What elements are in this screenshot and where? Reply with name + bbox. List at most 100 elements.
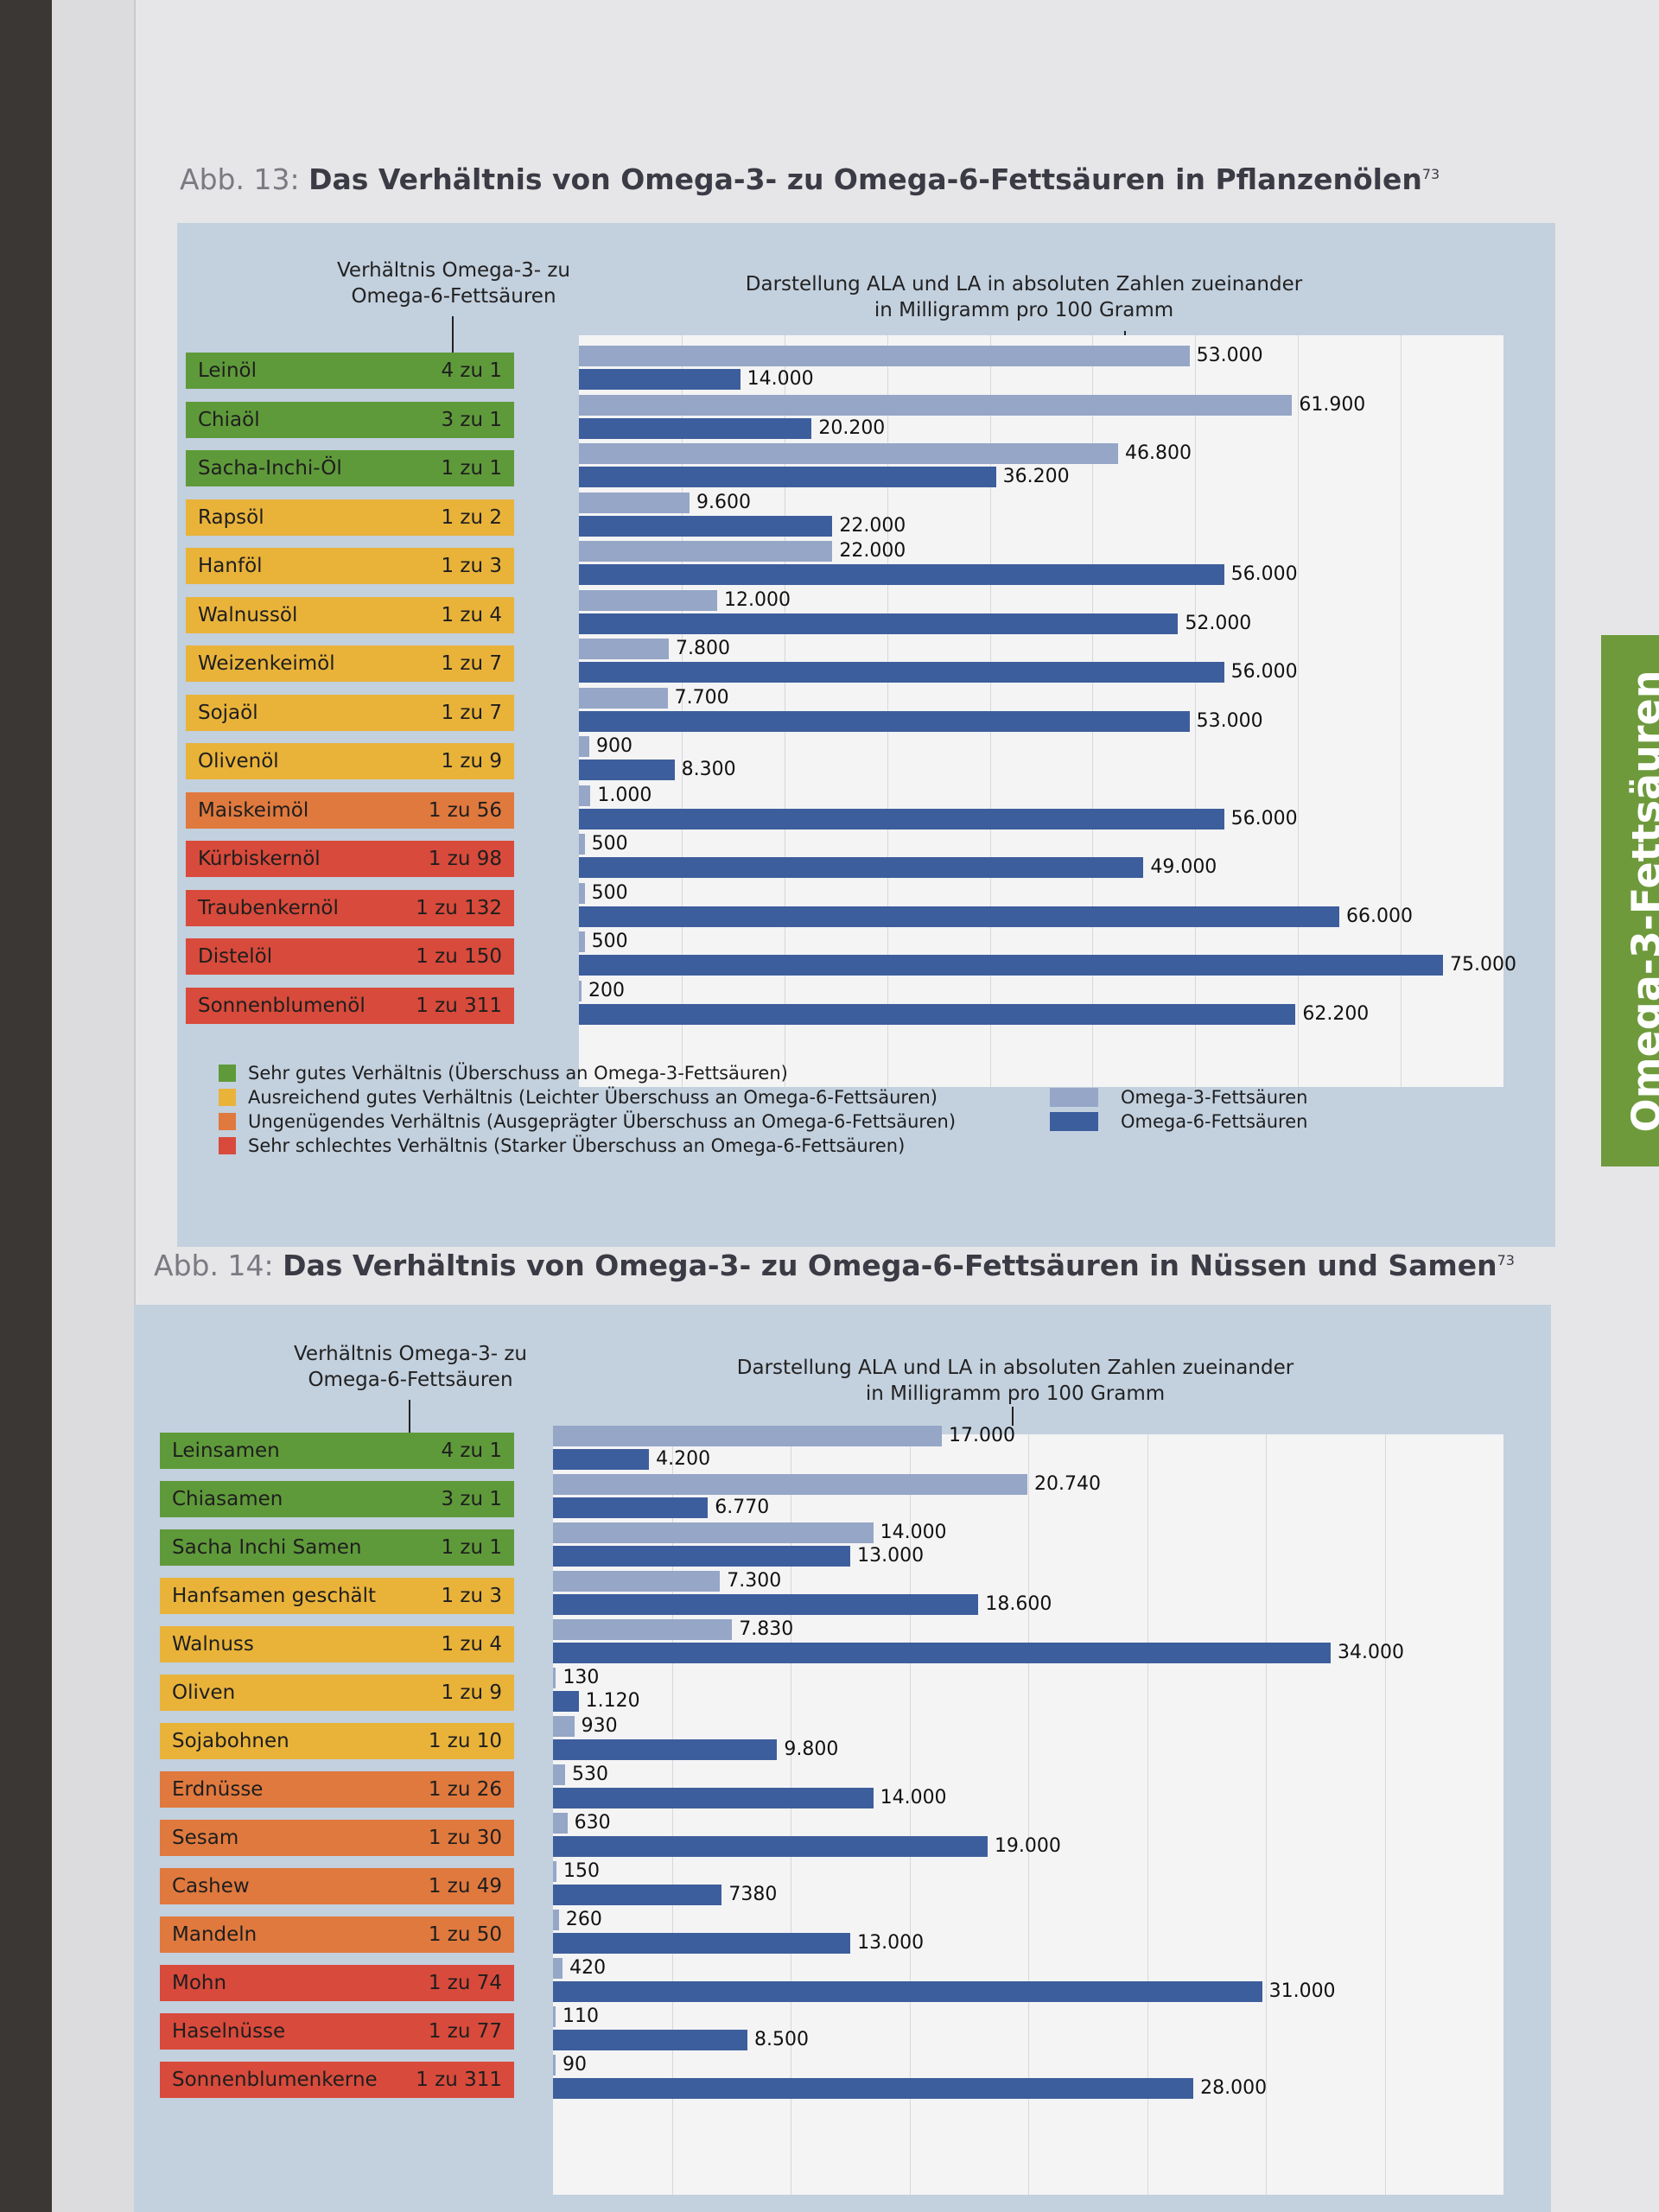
figure-14-panel: Verhältnis Omega-3- zu Omega-6-Fettsäure… bbox=[134, 1305, 1551, 2212]
gridline bbox=[671, 1434, 673, 2195]
omega3-bar bbox=[553, 1813, 568, 1834]
category-label: Sonnenblumenkerne 1 zu 311 bbox=[160, 2062, 514, 2098]
omega6-bar bbox=[579, 369, 741, 390]
category-label: Walnuss 1 zu 4 bbox=[160, 1626, 514, 1662]
legend-swatch bbox=[1050, 1112, 1098, 1131]
omega6-bar bbox=[553, 1885, 722, 1905]
gridline bbox=[1401, 335, 1402, 1087]
omega3-value-label: 17.000 bbox=[949, 1425, 1015, 1446]
omega6-bar bbox=[553, 1594, 979, 1615]
category-name: Olivenöl bbox=[198, 750, 279, 772]
omega6-bar bbox=[553, 1739, 778, 1760]
category-ratio: 1 zu 9 bbox=[441, 1681, 502, 1704]
omega3-value-label: 1.000 bbox=[597, 784, 652, 806]
omega3-value-label: 7.700 bbox=[674, 686, 729, 709]
legend-label: Omega-3-Fettsäuren bbox=[1121, 1087, 1308, 1108]
omega3-value-label: 260 bbox=[565, 1909, 602, 1930]
omega3-value-label: 46.800 bbox=[1125, 442, 1192, 464]
omega3-bar bbox=[579, 639, 669, 659]
category-name: Distelöl bbox=[198, 945, 273, 968]
gridline bbox=[1298, 335, 1300, 1087]
omega6-bar bbox=[553, 1933, 851, 1954]
omega3-bar bbox=[553, 1522, 874, 1543]
category-ratio: 1 zu 1 bbox=[441, 1536, 502, 1559]
category-label: Leinsamen 4 zu 1 bbox=[160, 1433, 514, 1469]
omega3-bar bbox=[579, 589, 717, 611]
omega6-bar bbox=[553, 1836, 988, 1857]
category-name: Cashew bbox=[172, 1875, 250, 1897]
legend-swatch bbox=[219, 1113, 236, 1130]
values-header-tick bbox=[1012, 1407, 1014, 1426]
omega3-bar bbox=[553, 1619, 733, 1640]
legend-label: Sehr gutes Verhältnis (Überschuss an Ome… bbox=[248, 1063, 788, 1084]
legend-swatch bbox=[219, 1089, 236, 1106]
category-name: Leinöl bbox=[198, 359, 257, 382]
omega3-bar bbox=[579, 687, 668, 709]
omega3-value-label: 530 bbox=[572, 1764, 609, 1785]
category-ratio: 1 zu 77 bbox=[428, 2020, 502, 2043]
category-name: Erdnüsse bbox=[172, 1778, 264, 1801]
omega6-bar bbox=[553, 1546, 851, 1567]
category-label: Sacha Inchi Samen 1 zu 1 bbox=[160, 1529, 514, 1566]
omega6-value-label: 56.000 bbox=[1230, 563, 1298, 585]
category-label: Sojaöl 1 zu 7 bbox=[186, 694, 514, 731]
omega3-bar bbox=[579, 736, 589, 757]
category-ratio: 1 zu 10 bbox=[428, 1730, 502, 1752]
category-name: Haselnüsse bbox=[172, 2020, 286, 2043]
omega3-bar bbox=[579, 931, 585, 952]
category-ratio: 1 zu 3 bbox=[441, 1585, 502, 1607]
values-header: Darstellung ALA und LA in absoluten Zahl… bbox=[736, 1357, 1294, 1405]
omega6-value-label: 22.000 bbox=[839, 514, 906, 537]
omega3-bar bbox=[553, 2006, 556, 2027]
omega3-bar bbox=[579, 492, 690, 513]
omega3-value-label: 500 bbox=[591, 881, 628, 904]
omega6-bar bbox=[579, 1003, 1296, 1025]
category-ratio: 1 zu 9 bbox=[441, 750, 502, 772]
category-name: Mohn bbox=[172, 1972, 227, 1994]
figure-13-prefix: Abb. 13: bbox=[180, 162, 300, 196]
omega6-value-label: 34.000 bbox=[1338, 1642, 1404, 1663]
omega3-bar bbox=[579, 834, 585, 855]
omega3-value-label: 420 bbox=[569, 1957, 607, 1979]
omega6-value-label: 18.600 bbox=[985, 1593, 1052, 1615]
omega3-value-label: 14.000 bbox=[880, 1522, 947, 1543]
category-label: Rapsöl 1 zu 2 bbox=[186, 499, 514, 536]
omega3-value-label: 110 bbox=[563, 2005, 599, 2027]
omega6-value-label: 13.000 bbox=[857, 1932, 925, 1954]
category-label: Chiasamen 3 zu 1 bbox=[160, 1481, 514, 1517]
category-ratio: 1 zu 50 bbox=[428, 1923, 502, 1946]
omega6-value-label: 8.500 bbox=[754, 2029, 809, 2050]
series-legend: Omega-3-Fettsäuren Omega-6-Fettsäuren bbox=[1050, 1085, 1307, 1134]
omega3-value-label: 20.740 bbox=[1034, 1473, 1101, 1495]
omega6-value-label: 1.120 bbox=[585, 1690, 640, 1712]
omega6-value-label: 20.200 bbox=[818, 416, 886, 439]
category-name: Traubenkernöl bbox=[198, 896, 339, 919]
omega6-bar bbox=[579, 857, 1144, 878]
category-ratio: 1 zu 3 bbox=[441, 555, 502, 577]
omega6-value-label: 49.000 bbox=[1150, 856, 1217, 878]
category-ratio: 1 zu 4 bbox=[441, 1633, 502, 1656]
legend-label: Ungenügendes Verhältnis (Ausgeprägter Üb… bbox=[248, 1111, 957, 1132]
legend-label: Ausreichend gutes Verhältnis (Leichter Ü… bbox=[248, 1087, 938, 1108]
omega6-value-label: 53.000 bbox=[1196, 709, 1263, 732]
omega3-value-label: 500 bbox=[591, 833, 628, 855]
omega3-bar bbox=[553, 1571, 721, 1592]
book-page: Abb. 13: Das Verhältnis von Omega-3- zu … bbox=[52, 0, 1659, 2212]
omega6-bar bbox=[579, 710, 1190, 732]
omega6-bar bbox=[553, 1691, 579, 1712]
omega6-bar bbox=[579, 613, 1179, 634]
category-label: Mandeln 1 zu 50 bbox=[160, 1916, 514, 1953]
category-name: Oliven bbox=[172, 1681, 236, 1704]
category-name: Sojaöl bbox=[198, 701, 258, 724]
category-label: Haselnüsse 1 zu 77 bbox=[160, 2013, 514, 2050]
gridline bbox=[1266, 1434, 1267, 2195]
category-ratio: 1 zu 2 bbox=[441, 505, 502, 529]
omega6-bar bbox=[579, 467, 996, 487]
category-name: Leinsamen bbox=[172, 1440, 280, 1462]
omega6-value-label: 19.000 bbox=[994, 1835, 1061, 1857]
category-name: Chiasamen bbox=[172, 1488, 283, 1510]
omega3-bar bbox=[579, 980, 582, 1001]
omega6-bar bbox=[553, 1449, 650, 1470]
category-ratio: 1 zu 1 bbox=[441, 457, 502, 480]
omega6-bar bbox=[553, 1643, 1331, 1663]
